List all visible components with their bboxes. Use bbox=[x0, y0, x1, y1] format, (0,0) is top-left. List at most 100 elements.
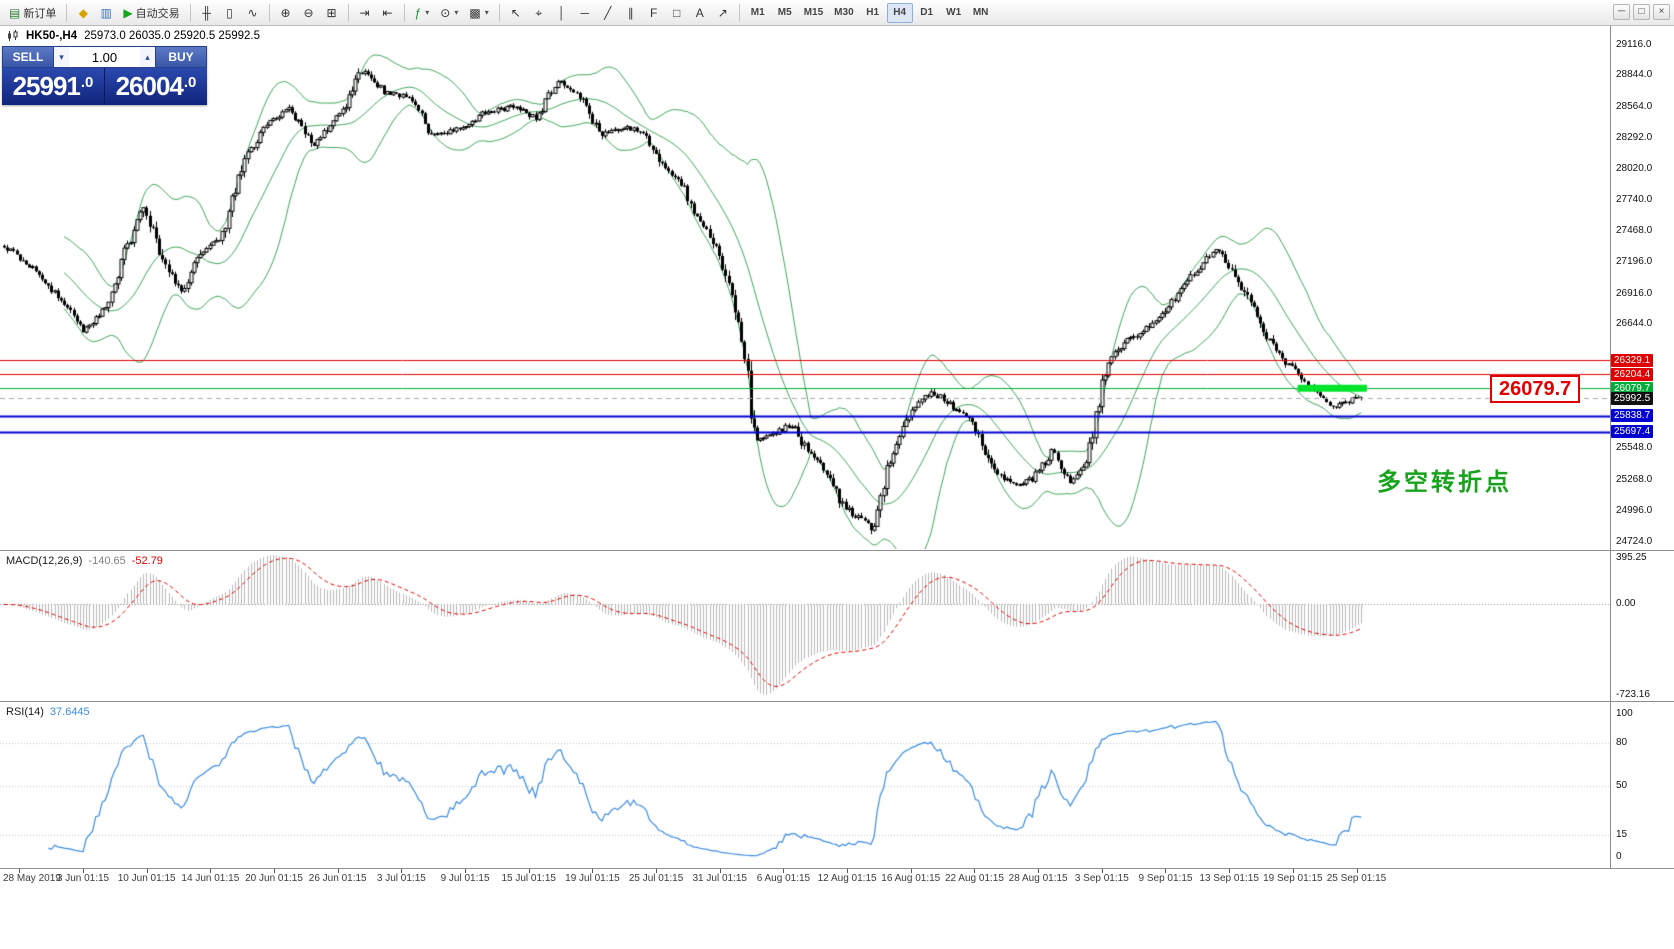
time-axis-tick bbox=[401, 869, 402, 873]
indicators-button[interactable]: ƒ ▾ bbox=[410, 3, 435, 23]
indicators-button-icon: ƒ bbox=[414, 5, 422, 20]
macd-signal-value: -52.79 bbox=[131, 555, 163, 567]
time-axis-label: 3 Jul 01:15 bbox=[376, 873, 426, 884]
restore-button[interactable]: □ bbox=[1633, 4, 1650, 20]
rsi-indicator-label: RSI(14) 37.6445 bbox=[6, 706, 90, 718]
main-chart-canvas[interactable] bbox=[0, 26, 1610, 549]
time-axis-label: 19 Jul 01:15 bbox=[565, 873, 620, 884]
tile-windows-button-icon: ⊞ bbox=[326, 5, 337, 20]
line-chart-button[interactable]: ∿ bbox=[242, 3, 264, 23]
rsi-panel-splitter[interactable] bbox=[0, 701, 1674, 702]
time-axis-label: 3 Jun 01:15 bbox=[56, 873, 110, 884]
macd-name: MACD(12,26,9) bbox=[6, 555, 83, 567]
time-axis-tick bbox=[147, 869, 148, 873]
volume-increase-button[interactable]: ▴ bbox=[140, 46, 155, 68]
text-button[interactable]: A bbox=[689, 3, 711, 23]
time-axis-tick bbox=[19, 869, 20, 873]
timeframe-m15[interactable]: M15 bbox=[799, 3, 828, 23]
one-click-trading-panel: SELL ▾ 1.00 ▴ BUY 25991 .0 26004 .0 bbox=[2, 46, 207, 105]
market-depth-button[interactable]: ▥ bbox=[95, 3, 117, 23]
buy-price-display[interactable]: 26004 .0 bbox=[105, 68, 207, 105]
vertical-line-button[interactable]: │ bbox=[551, 3, 573, 23]
periods-button-icon: ⊙ bbox=[440, 5, 451, 20]
macd-axis-tick: 395.25 bbox=[1616, 552, 1647, 563]
crosshair-button-icon: ⌖ bbox=[535, 5, 543, 20]
timeframe-m5-label: M5 bbox=[777, 7, 792, 18]
macd-indicator-label: MACD(12,26,9) -140.65 -52.79 bbox=[6, 555, 163, 567]
time-axis-tick bbox=[1102, 869, 1103, 873]
price-axis-border bbox=[1610, 26, 1611, 868]
symbols-button[interactable]: ◆ bbox=[72, 3, 94, 23]
toolbar: ▤ 新订单 ◆ ▥ ▶ 自动交易 ╫ ▯ ∿ ⊕ ⊖ ⊞ ⇥ ⇤ ƒ ▾ ⊙ ▾ ▩ ▾ ↖ ⌖ │ ─ ╱ ∥ F □ A ↗ M1 M5 M… bbox=[0, 0, 1674, 26]
chart-shift-button[interactable]: ⇤ bbox=[377, 3, 399, 23]
shapes-button[interactable]: □ bbox=[666, 3, 688, 23]
buy-button[interactable]: BUY bbox=[155, 46, 207, 68]
templates-button-icon: ▩ bbox=[469, 5, 481, 20]
minimize-button[interactable]: ─ bbox=[1613, 4, 1630, 20]
fibonacci-button[interactable]: F bbox=[643, 3, 665, 23]
new-order-button-icon: ▤ bbox=[9, 5, 21, 20]
templates-button[interactable]: ▩ ▾ bbox=[464, 3, 493, 23]
cursor-button[interactable]: ↖ bbox=[505, 3, 527, 23]
time-axis-label: 28 May 2019 bbox=[3, 873, 61, 884]
arrows-button[interactable]: ↗ bbox=[712, 3, 734, 23]
macd-panel-canvas[interactable] bbox=[0, 552, 1610, 700]
price-level-tag: 26204.4 bbox=[1611, 367, 1654, 381]
close-button[interactable]: × bbox=[1653, 4, 1670, 20]
time-axis-label: 14 Jun 01:15 bbox=[181, 873, 240, 884]
timeframe-m30[interactable]: M30 bbox=[829, 3, 858, 23]
tile-windows-button[interactable]: ⊞ bbox=[321, 3, 343, 23]
channel-button[interactable]: ∥ bbox=[620, 3, 642, 23]
timeframe-m1[interactable]: M1 bbox=[745, 3, 771, 23]
macd-axis-tick: 0.00 bbox=[1616, 598, 1636, 610]
time-axis-label: 9 Jul 01:15 bbox=[440, 873, 490, 884]
trendline-button[interactable]: ╱ bbox=[597, 3, 619, 23]
time-axis-tick bbox=[274, 869, 275, 873]
zoom-in-button[interactable]: ⊕ bbox=[275, 3, 297, 23]
time-axis-tick bbox=[592, 869, 593, 873]
time-axis-label: 25 Jul 01:15 bbox=[628, 873, 684, 884]
timeframe-d1[interactable]: D1 bbox=[914, 3, 940, 23]
timeframe-m15-label: M15 bbox=[803, 7, 824, 18]
time-axis-label: 19 Sep 01:15 bbox=[1263, 873, 1323, 884]
toolbar-separator bbox=[66, 3, 68, 22]
time-axis-tick bbox=[1293, 869, 1294, 873]
price-level-tag: 26079.7 bbox=[1611, 381, 1654, 395]
autotrading-button[interactable]: ▶ 自动交易 bbox=[118, 3, 184, 23]
horizontal-line-button[interactable]: ─ bbox=[574, 3, 596, 23]
turning-point-annotation: 多空转折点 bbox=[1377, 469, 1512, 496]
timeframe-w1[interactable]: W1 bbox=[941, 3, 967, 23]
auto-scroll-button[interactable]: ⇥ bbox=[354, 3, 376, 23]
volume-decrease-button[interactable]: ▾ bbox=[54, 46, 69, 68]
sell-price-display[interactable]: 25991 .0 bbox=[2, 68, 104, 105]
rsi-axis-tick: 15 bbox=[1616, 829, 1628, 841]
price-divider bbox=[104, 68, 105, 105]
time-axis-border bbox=[0, 868, 1674, 869]
time-axis-label: 22 Aug 01:15 bbox=[944, 873, 1004, 884]
chart-header: HK50-,H4 25973.0 26035.0 25920.5 25992.5 bbox=[7, 30, 260, 42]
periods-button[interactable]: ⊙ ▾ bbox=[435, 3, 463, 23]
timeframe-m5[interactable]: M5 bbox=[772, 3, 798, 23]
auto-scroll-button-icon: ⇥ bbox=[359, 5, 370, 20]
bar-chart-button[interactable]: ╫ bbox=[196, 3, 218, 23]
sell-button[interactable]: SELL bbox=[2, 46, 54, 68]
time-axis-tick bbox=[1038, 869, 1039, 873]
toolbar-separator bbox=[189, 3, 191, 22]
crosshair-button[interactable]: ⌖ bbox=[528, 3, 550, 23]
price-axis-tick: 26916.0 bbox=[1616, 287, 1653, 299]
macd-panel-splitter[interactable] bbox=[0, 550, 1674, 551]
new-order-button[interactable]: ▤ 新订单 bbox=[4, 3, 61, 23]
timeframe-mn[interactable]: MN bbox=[968, 3, 994, 23]
candlestick-chart-button[interactable]: ▯ bbox=[219, 3, 241, 23]
timeframe-h4[interactable]: H4 bbox=[886, 2, 913, 23]
volume-input[interactable]: 1.00 bbox=[69, 46, 140, 68]
zoom-out-button[interactable]: ⊖ bbox=[298, 3, 320, 23]
zoom-in-button-icon: ⊕ bbox=[280, 5, 291, 20]
line-chart-button-icon: ∿ bbox=[247, 5, 258, 20]
time-axis-tick bbox=[656, 869, 657, 873]
timeframe-h1[interactable]: H1 bbox=[860, 3, 886, 23]
rsi-axis-tick: 50 bbox=[1616, 779, 1628, 791]
zoom-out-button-icon: ⊖ bbox=[303, 5, 314, 20]
rsi-panel-canvas[interactable] bbox=[0, 703, 1610, 868]
price-axis-tick: 27468.0 bbox=[1616, 225, 1653, 237]
